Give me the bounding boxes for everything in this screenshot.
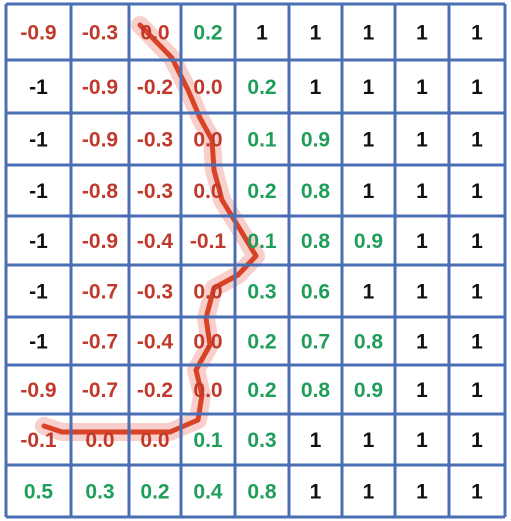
grid-cell-value: -0.9 xyxy=(82,76,118,99)
grid-cell-value: 1 xyxy=(471,281,483,304)
grid-lines xyxy=(4,2,507,519)
grid-cell-value: 1 xyxy=(416,180,428,203)
grid-cell-value: 0.0 xyxy=(193,379,222,402)
grid-cell-value: 0.0 xyxy=(85,429,114,452)
grid-cell-value: 0.9 xyxy=(354,379,383,402)
grid-cell-value: -0.1 xyxy=(190,230,227,253)
grid-cell-value: -1 xyxy=(29,230,48,253)
grid-cell-value: 1 xyxy=(471,429,483,452)
grid-cell-value: -0.2 xyxy=(137,379,173,402)
grid-cell-value: 0.1 xyxy=(193,429,223,452)
zero-contour-path xyxy=(35,16,265,441)
grid-cell-value: 1 xyxy=(471,180,483,203)
grid-cell-value: 0.0 xyxy=(193,331,222,354)
grid-cell-value: 0.1 xyxy=(247,129,277,152)
zero-contour-line xyxy=(41,22,259,435)
grid-cell-value: 0.2 xyxy=(193,22,222,45)
grid-cell-value: 1 xyxy=(416,129,428,152)
grid-cell-value: 1 xyxy=(310,429,322,452)
grid-cell-value: 1 xyxy=(363,429,375,452)
grid-cell-value: 0.0 xyxy=(193,76,222,99)
grid-cell-value: 0.9 xyxy=(301,129,330,152)
grid-cell-value: -0.1 xyxy=(20,429,57,452)
grid-cell-value: 1 xyxy=(416,76,428,99)
grid-cell-value: 0.3 xyxy=(247,281,276,304)
grid-cell-value: 1 xyxy=(310,481,322,504)
grid-cell-value: 0.1 xyxy=(247,230,277,253)
grid-cell-value: -0.4 xyxy=(137,230,174,253)
grid-cell-value: 0.0 xyxy=(193,180,222,203)
grid-cell-value: -0.9 xyxy=(82,129,118,152)
grid-cell-value: 0.0 xyxy=(193,129,222,152)
grid-cell-value: -1 xyxy=(29,129,48,152)
grid-cell-value: 0.8 xyxy=(301,379,331,402)
grid-cell-value: 0.0 xyxy=(140,429,169,452)
grid-cell-value: 0.8 xyxy=(301,230,331,253)
grid-cell-value: 1 xyxy=(471,379,483,402)
grid-cell-value: -1 xyxy=(29,331,48,354)
grid-cell-value: 1 xyxy=(363,22,375,45)
grid-cell-value: 0.2 xyxy=(247,331,276,354)
grid-cell-value: 1 xyxy=(363,281,375,304)
grid-cell-value: -0.9 xyxy=(82,230,118,253)
grid-cell-value: 1 xyxy=(363,129,375,152)
grid-cell-value: 1 xyxy=(471,331,483,354)
grid-cell-value: 1 xyxy=(471,230,483,253)
grid-cell-value: -0.7 xyxy=(82,379,118,402)
grid-values: -0.9 -0.3 0.0 0.2 1 1 1 1 1 -1 -0.9 -0.2 0.0 0.2 1 1 1 1 -… xyxy=(20,22,483,504)
grid-cell-value: 0.2 xyxy=(247,180,276,203)
grid-cell-value: 0.9 xyxy=(354,230,383,253)
grid-cell-value: 1 xyxy=(363,180,375,203)
grid-cell-value: 1 xyxy=(416,429,428,452)
grid-cell-value: 0.0 xyxy=(140,22,169,45)
grid-cell-value: 1 xyxy=(471,76,483,99)
grid-cell-value: 0.8 xyxy=(301,180,331,203)
grid-cell-value: -0.3 xyxy=(82,22,118,45)
grid-cell-value: -0.3 xyxy=(137,281,173,304)
grid-cell-value: -0.4 xyxy=(137,331,174,354)
grid-cell-value: -0.8 xyxy=(82,180,119,203)
grid-cell-value: 1 xyxy=(310,22,322,45)
grid-cell-value: 1 xyxy=(416,379,428,402)
grid-cell-value: 0.5 xyxy=(24,481,54,504)
grid-cell-value: 0.6 xyxy=(301,281,330,304)
grid-cell-value: 0.8 xyxy=(354,331,384,354)
grid-cell-value: 1 xyxy=(416,281,428,304)
grid-cell-value: 1 xyxy=(310,76,322,99)
grid-cell-value: 1 xyxy=(416,22,428,45)
grid-cell-value: 1 xyxy=(363,481,375,504)
grid-cell-value: 0.2 xyxy=(247,379,276,402)
grid-cell-value: 0.2 xyxy=(247,76,276,99)
grid-cell-value: -0.7 xyxy=(82,281,118,304)
grid-cell-value: -1 xyxy=(29,180,48,203)
grid-cell-value: 0.2 xyxy=(140,481,169,504)
grid-cell-value: -0.7 xyxy=(82,331,118,354)
grid-cell-value: 1 xyxy=(471,22,483,45)
grid-cell-value: 1 xyxy=(416,331,428,354)
grid-cell-value: 0.3 xyxy=(85,481,114,504)
grid-cell-value: 1 xyxy=(471,129,483,152)
grid-cell-value: 0.8 xyxy=(247,481,277,504)
grid-cell-value: -0.2 xyxy=(137,76,173,99)
grid-cell-value: 1 xyxy=(416,230,428,253)
grid-cell-value: -0.9 xyxy=(20,379,56,402)
grid-cell-value: -1 xyxy=(29,281,48,304)
grid-cell-value: 1 xyxy=(471,481,483,504)
grid-cell-value: -0.3 xyxy=(137,129,173,152)
grid-cell-value: -1 xyxy=(29,76,48,99)
grid-cell-value: -0.3 xyxy=(137,180,173,203)
grid-cell-value: 0.4 xyxy=(193,481,223,504)
grid-cell-value: 0.3 xyxy=(247,429,276,452)
grid-cell-value: 1 xyxy=(363,76,375,99)
grid-cell-value: 0.0 xyxy=(193,281,222,304)
grid-cell-value: 0.7 xyxy=(301,331,330,354)
grid-cell-value: -0.9 xyxy=(20,22,56,45)
grid-cell-value: 1 xyxy=(416,481,428,504)
grid-cell-value: 1 xyxy=(256,22,268,45)
